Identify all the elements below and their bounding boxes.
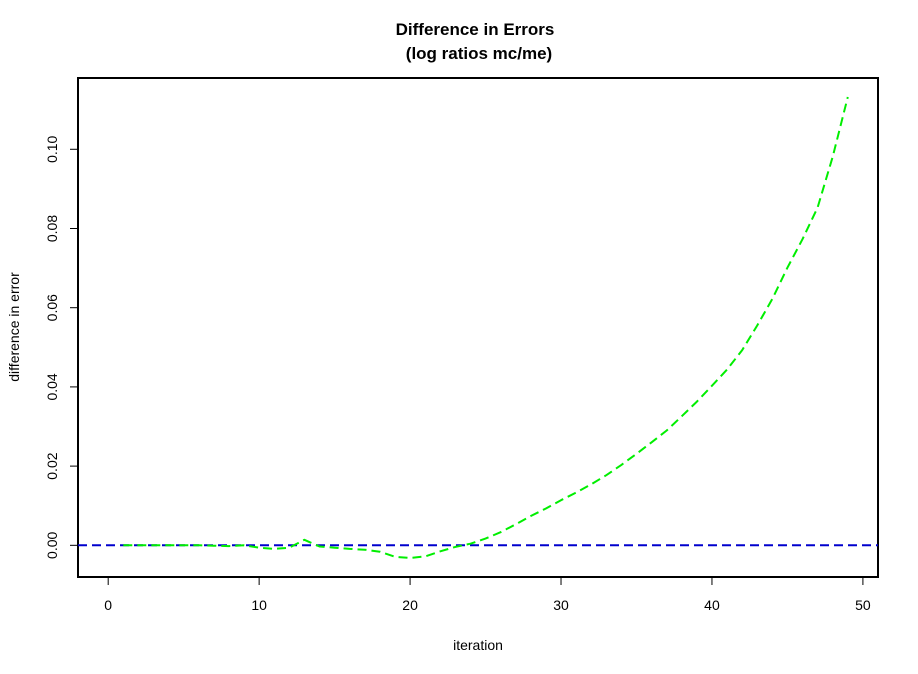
series-layer <box>78 96 878 559</box>
x-tick-label: 20 <box>402 597 418 613</box>
y-tick-label: 0.08 <box>44 215 60 242</box>
y-tick-label: 0.04 <box>44 373 60 400</box>
y-tick-label: 0.10 <box>44 135 60 162</box>
y-axis: 0.00 0.02 0.04 0.06 0.08 0.10 <box>44 135 79 559</box>
x-axis: 0 10 20 30 40 50 <box>104 576 871 613</box>
chart-title-line2: (log ratios mc/me) <box>406 44 552 63</box>
y-tick-label: 0.02 <box>44 452 60 479</box>
y-axis-label: difference in error <box>6 272 22 382</box>
chart-title-line1: Difference in Errors <box>396 20 555 39</box>
y-tick-label: 0.06 <box>44 294 60 321</box>
x-tick-label: 30 <box>553 597 569 613</box>
series-line-0 <box>123 96 849 559</box>
x-tick-label: 50 <box>855 597 871 613</box>
plot-frame <box>77 77 879 578</box>
x-axis-label: iteration <box>453 637 503 653</box>
x-tick-label: 40 <box>704 597 720 613</box>
y-tick-label: 0.00 <box>44 531 60 558</box>
x-tick-label: 10 <box>251 597 267 613</box>
x-tick-label: 0 <box>104 597 112 613</box>
